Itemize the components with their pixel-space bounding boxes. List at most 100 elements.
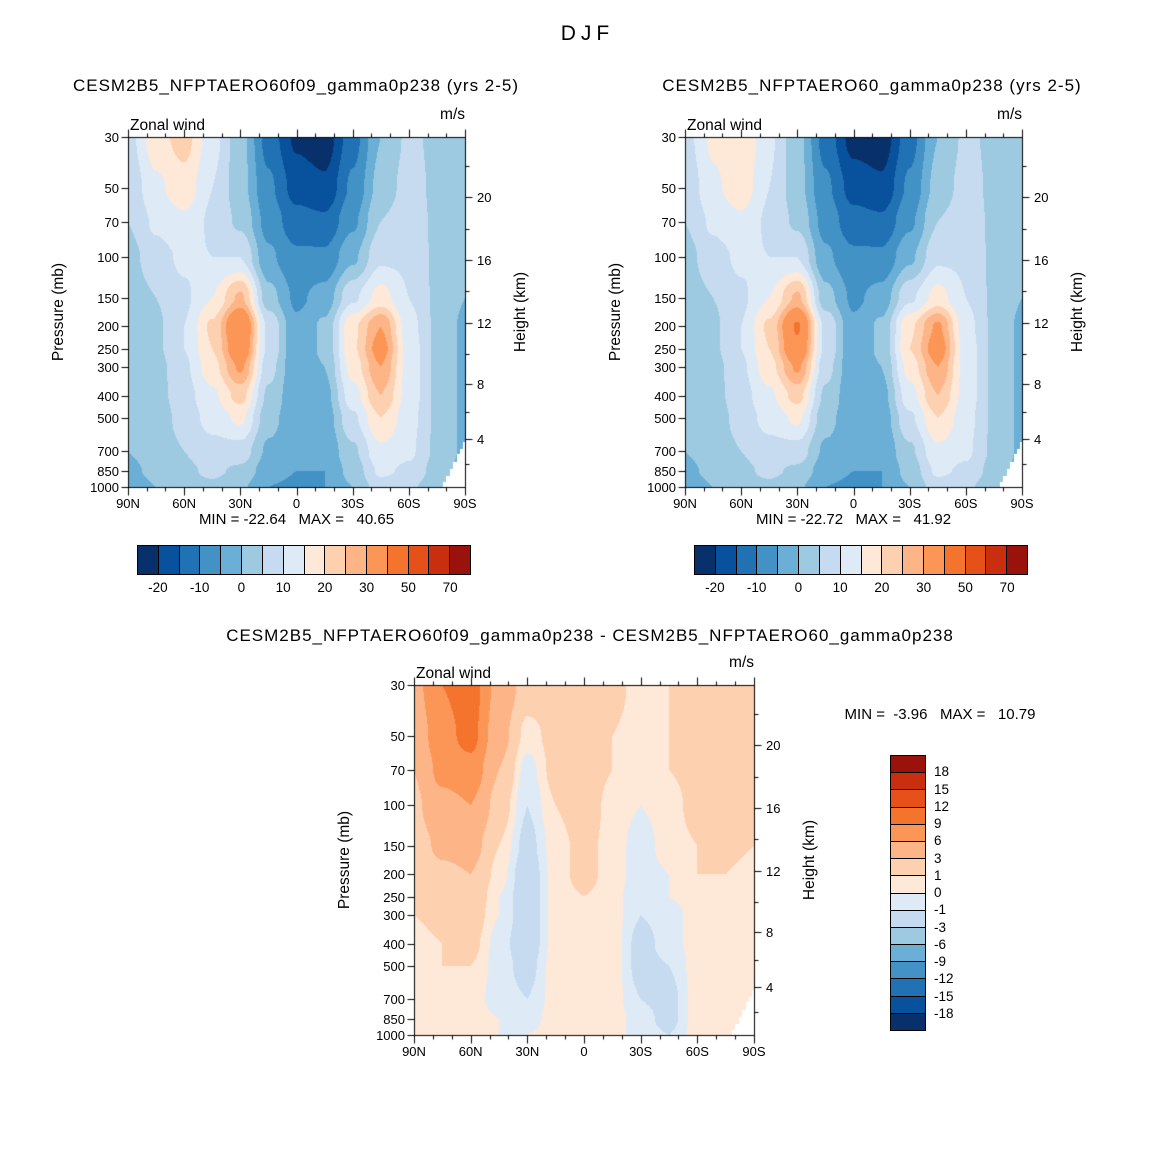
pressure-tick-label: 300 <box>97 359 119 375</box>
colorbar-box <box>890 944 926 963</box>
units-label-right: m/s <box>997 106 1022 123</box>
colorbar-box <box>694 545 716 575</box>
height-tick-label: 20 <box>766 738 781 754</box>
colorbar-tick-label: 0 <box>237 580 246 595</box>
min-max-stats-diff: MIN = -3.96 MAX = 10.79 <box>844 706 1036 723</box>
height-axis-title: Height (km) <box>1069 271 1086 353</box>
colorbar-tick-label: -15 <box>934 988 954 1004</box>
lat-tick-label: 30N <box>515 1044 540 1059</box>
colorbar-box <box>890 772 926 791</box>
colorbar-box <box>428 545 451 575</box>
colorbar-tick-label: -12 <box>934 971 954 987</box>
colorbar-box <box>890 995 926 1014</box>
colorbar-box <box>714 545 737 575</box>
colorbar-box <box>943 545 966 575</box>
colorbar-tick-label: -9 <box>934 954 947 969</box>
colorbar-tick-label: 30 <box>359 580 375 595</box>
colorbar-box <box>157 545 180 575</box>
colorbar-tick-label: 9 <box>934 816 942 831</box>
pressure-tick-label: 100 <box>97 250 119 266</box>
colorbar-box <box>449 545 471 575</box>
colorbar-box <box>890 909 926 928</box>
panel-title-right: CESM2B5_NFPTAERO60_gamma0p238 (yrs 2-5) <box>662 76 1082 95</box>
lat-tick-label: 30S <box>898 496 922 511</box>
pressure-tick-label: 700 <box>654 444 676 460</box>
colorbar-box <box>964 545 987 575</box>
colorbar-diff <box>890 755 926 1031</box>
pressure-tick-label: 850 <box>97 463 119 479</box>
colorbar-right <box>694 545 1028 575</box>
height-tick-label: 12 <box>477 315 492 331</box>
units-label-left: m/s <box>440 106 465 123</box>
colorbar-tick-label: -6 <box>934 936 947 952</box>
colorbar-tick-label: 12 <box>934 798 950 814</box>
colorbar-tick-label: 18 <box>934 764 950 780</box>
height-tick-label: 16 <box>766 801 781 816</box>
colorbar-box <box>985 545 1008 575</box>
colorbar-box <box>777 545 800 575</box>
colorbar-box <box>890 806 926 825</box>
colorbar-box <box>860 545 883 575</box>
colorbar-box <box>220 545 243 575</box>
colorbar-tick-label: 15 <box>934 781 950 797</box>
colorbar-tick-label: -20 <box>148 580 168 595</box>
colorbar-box <box>735 545 758 575</box>
height-tick-label: 4 <box>1034 431 1042 447</box>
min-max-stats-left: MIN = -22.64 MAX = 40.65 <box>198 511 395 528</box>
colorbar-box <box>178 545 201 575</box>
colorbar-box <box>890 858 926 877</box>
colorbar-tick-label: 20 <box>317 580 333 595</box>
units-label-diff: m/s <box>729 654 754 671</box>
pressure-tick-label: 850 <box>654 463 676 479</box>
pressure-tick-label: 200 <box>654 319 676 335</box>
pressure-tick-label: 50 <box>390 728 405 744</box>
colorbar-box <box>890 961 926 980</box>
colorbar-tick-label: 3 <box>934 850 942 866</box>
colorbar-box <box>303 545 326 575</box>
colorbar-box <box>798 545 820 575</box>
colorbar-box <box>890 875 926 894</box>
colorbar-tick-label: 30 <box>916 580 932 595</box>
pressure-tick-label: 1000 <box>647 480 676 495</box>
colorbar-box <box>365 545 388 575</box>
colorbar-box <box>282 545 305 575</box>
lat-tick-label: 30S <box>629 1044 653 1059</box>
colorbar-box <box>386 545 409 575</box>
contour-canvas-panel-0 <box>114 123 479 501</box>
panel-title-left: CESM2B5_NFPTAERO60f09_gamma0p238 (yrs 2-… <box>72 76 520 95</box>
pressure-tick-label: 300 <box>654 359 676 375</box>
lat-tick-label: 90S <box>453 496 477 511</box>
colorbar-box <box>818 545 841 575</box>
colorbar-tick-label: -10 <box>189 580 210 595</box>
pressure-tick-label: 70 <box>390 762 405 778</box>
colorbar-tick-label: -18 <box>934 1005 954 1021</box>
pressure-tick-label: 700 <box>97 444 119 460</box>
height-tick-label: 8 <box>1034 376 1042 392</box>
lat-tick-label: 30S <box>341 496 365 511</box>
height-axis-title: Height (km) <box>801 819 818 901</box>
lat-tick-label: 60N <box>172 496 197 511</box>
pressure-tick-label: 400 <box>383 936 405 952</box>
colorbar-tick-label: 10 <box>832 580 848 595</box>
min-max-stats-right: MIN = -22.72 MAX = 41.92 <box>755 511 952 528</box>
colorbar-tick-label: -1 <box>934 902 947 918</box>
height-tick-label: 12 <box>766 863 781 879</box>
colorbar-tick-label: 70 <box>999 580 1015 595</box>
pressure-tick-label: 500 <box>654 410 676 426</box>
lat-tick-label: 90S <box>1010 496 1034 511</box>
pressure-tick-label: 300 <box>383 907 405 923</box>
height-tick-label: 16 <box>1034 253 1049 268</box>
pressure-tick-label: 30 <box>661 130 676 145</box>
colorbar-tick-label: 6 <box>934 833 942 849</box>
lat-tick-label: 90N <box>116 496 140 511</box>
colorbar-box <box>890 892 926 911</box>
colorbar-box <box>261 545 284 575</box>
pressure-tick-label: 50 <box>661 180 676 196</box>
pressure-tick-label: 100 <box>654 250 676 266</box>
height-tick-label: 12 <box>1034 315 1049 331</box>
lat-tick-label: 0 <box>292 496 301 511</box>
contour-canvas-panel-1 <box>671 123 1036 501</box>
colorbar-box <box>324 545 347 575</box>
colorbar-box <box>890 789 926 808</box>
